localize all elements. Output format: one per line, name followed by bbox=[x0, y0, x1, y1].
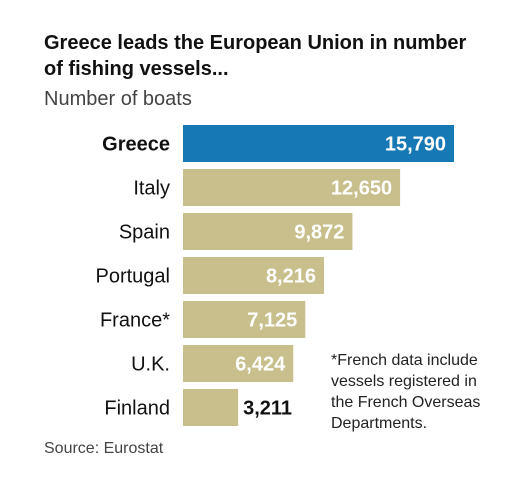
category-label: Finland bbox=[104, 398, 170, 420]
bar bbox=[183, 389, 239, 426]
category-label: France* bbox=[100, 310, 170, 332]
category-label: U.K. bbox=[131, 354, 170, 376]
source-note: Source: Eurostat bbox=[44, 440, 164, 457]
category-label: Portugal bbox=[96, 266, 171, 288]
bar bbox=[183, 345, 294, 382]
value-label: 6,424 bbox=[235, 354, 286, 376]
category-label: Spain bbox=[119, 222, 170, 244]
bar bbox=[183, 257, 325, 294]
value-label: 8,216 bbox=[266, 266, 316, 288]
value-label: 12,650 bbox=[331, 178, 392, 200]
chart-subtitle: Number of boats bbox=[44, 88, 192, 110]
footnote: *French data include vessels registered … bbox=[331, 352, 481, 432]
value-label: 3,211 bbox=[243, 398, 292, 420]
chart-title: Greece leads the European Union in numbe… bbox=[44, 32, 467, 80]
value-label: 15,790 bbox=[385, 134, 446, 156]
bar bbox=[183, 301, 306, 338]
bar bbox=[183, 169, 401, 206]
category-label: Italy bbox=[133, 178, 170, 200]
bar bbox=[183, 125, 454, 162]
bar bbox=[183, 213, 353, 250]
value-label: 9,872 bbox=[294, 222, 344, 244]
category-label: Greece bbox=[102, 134, 170, 156]
value-label: 7,125 bbox=[247, 310, 297, 332]
